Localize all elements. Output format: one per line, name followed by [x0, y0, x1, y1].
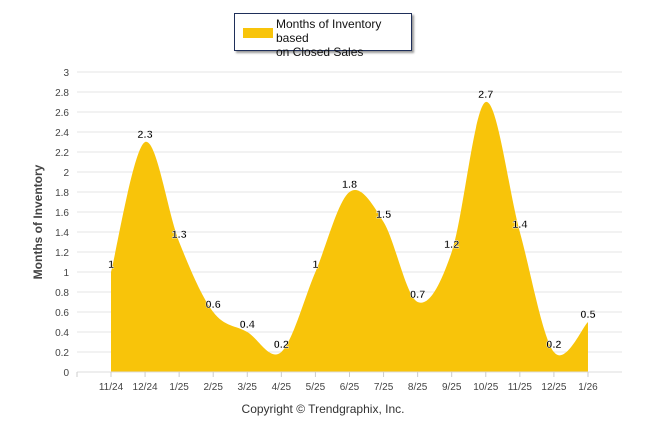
data-label: 1.8	[342, 179, 357, 191]
y-axis-title: Months of Inventory	[31, 164, 45, 279]
x-tick-label: 11/25	[508, 382, 533, 393]
x-tick-label: 2/25	[203, 382, 223, 393]
data-label: 0.4	[240, 319, 256, 331]
legend-swatch	[243, 28, 273, 38]
data-label: 0.2	[546, 339, 561, 351]
x-tick-label: 8/25	[408, 382, 428, 393]
y-tick-label: 1	[63, 268, 69, 279]
data-label: 0.5	[580, 309, 595, 321]
data-label: 1	[108, 259, 114, 271]
y-tick-label: 1.8	[55, 188, 69, 199]
x-tick-label: 6/25	[340, 382, 360, 393]
area-series	[111, 101, 588, 372]
y-tick-label: 2.4	[55, 128, 69, 139]
y-tick-label: 2.8	[55, 88, 69, 99]
y-tick-label: 1.6	[55, 208, 69, 219]
y-tick-label: 2.6	[55, 108, 69, 119]
copyright: Copyright © Trendgraphix, Inc.	[241, 402, 405, 416]
y-tick-label: 1.4	[55, 228, 69, 239]
x-tick-label: 10/25	[473, 382, 498, 393]
x-tick-label: 1/25	[169, 382, 189, 393]
data-label: 1.2	[444, 239, 459, 251]
data-label: 2.7	[478, 89, 493, 101]
x-tick-label: 1/26	[578, 382, 598, 393]
data-label: 1.5	[376, 209, 391, 221]
y-tick-label: 2.2	[55, 148, 69, 159]
legend-label: Months of Inventory based on Closed Sales	[276, 17, 382, 59]
x-tick-label: 12/24	[133, 382, 158, 393]
data-label: 0.6	[206, 299, 221, 311]
y-tick-label: 1.2	[55, 248, 69, 259]
y-tick-label: 0.2	[55, 348, 69, 359]
x-tick-label: 11/24	[99, 382, 124, 393]
data-label: 1.4	[512, 219, 528, 231]
x-tick-label: 9/25	[442, 382, 462, 393]
data-label: 0.7	[410, 289, 425, 301]
x-tick-label: 3/25	[238, 382, 258, 393]
data-label: 0.2	[274, 339, 289, 351]
y-tick-label: 0.8	[55, 288, 69, 299]
x-tick-label: 7/25	[374, 382, 394, 393]
y-tick-label: 0.4	[55, 328, 69, 339]
legend: Months of Inventory based on Closed Sales	[234, 13, 412, 59]
y-tick-label: 0.6	[55, 308, 69, 319]
x-tick-label: 12/25	[541, 382, 566, 393]
y-tick-label: 0	[63, 368, 69, 379]
x-tick-label: 4/25	[272, 382, 292, 393]
y-tick-label: 3	[63, 68, 69, 79]
data-label: 1.3	[171, 229, 186, 241]
x-tick-label: 5/25	[306, 382, 326, 393]
data-label: 1	[312, 259, 318, 271]
y-tick-label: 2	[63, 168, 69, 179]
data-label: 2.3	[137, 129, 152, 141]
